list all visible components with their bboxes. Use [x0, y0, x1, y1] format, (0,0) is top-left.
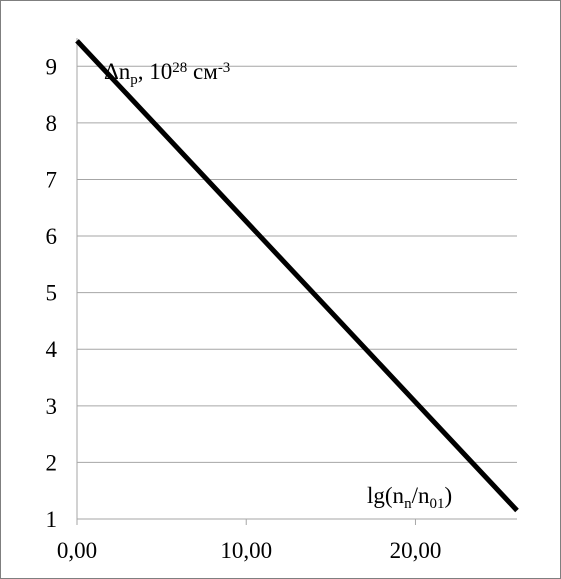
x-tick-label: 10,00: [220, 538, 272, 563]
x-tick-label: 0,00: [57, 538, 97, 563]
axes: [76, 38, 416, 525]
axis-title-part: -3: [218, 60, 231, 76]
axis-title-part: 01: [429, 496, 444, 512]
y-tick-label: 2: [46, 450, 58, 475]
axis-title-part: 28: [172, 60, 187, 76]
axis-title-part: p: [130, 72, 138, 88]
axis-title-part: /n: [412, 483, 430, 508]
axis-title-part: n: [404, 496, 412, 512]
axis-title-part: см: [187, 59, 218, 84]
gridlines: [77, 65, 517, 520]
y-tick-label: 1: [46, 507, 58, 532]
y-tick-label: 4: [46, 337, 58, 362]
axis-title-part: ): [444, 483, 452, 508]
y-tick-label: 3: [46, 394, 58, 419]
y-tick-label: 7: [46, 167, 58, 192]
y-tick-label: 5: [46, 281, 58, 306]
x-tick-label: 20,00: [390, 538, 442, 563]
axis-title-part: lg(n: [367, 483, 405, 508]
y-axis-title: Δnp, 1028 см-3: [104, 59, 230, 88]
y-tick-label: 9: [46, 54, 58, 79]
y-tick-label: 8: [46, 111, 58, 136]
series-line-1: [75, 39, 519, 513]
y-tick-label: 6: [46, 224, 58, 249]
tick-labels: 1 2 3 4 5 6 7 8 9 0,00 10,00 20,00: [46, 54, 442, 563]
axis-title-part: , 10: [138, 59, 173, 84]
x-axis-title: lg(nn/n01): [367, 483, 452, 512]
data-series: [75, 39, 519, 513]
axis-title-part: Δn: [104, 59, 131, 84]
